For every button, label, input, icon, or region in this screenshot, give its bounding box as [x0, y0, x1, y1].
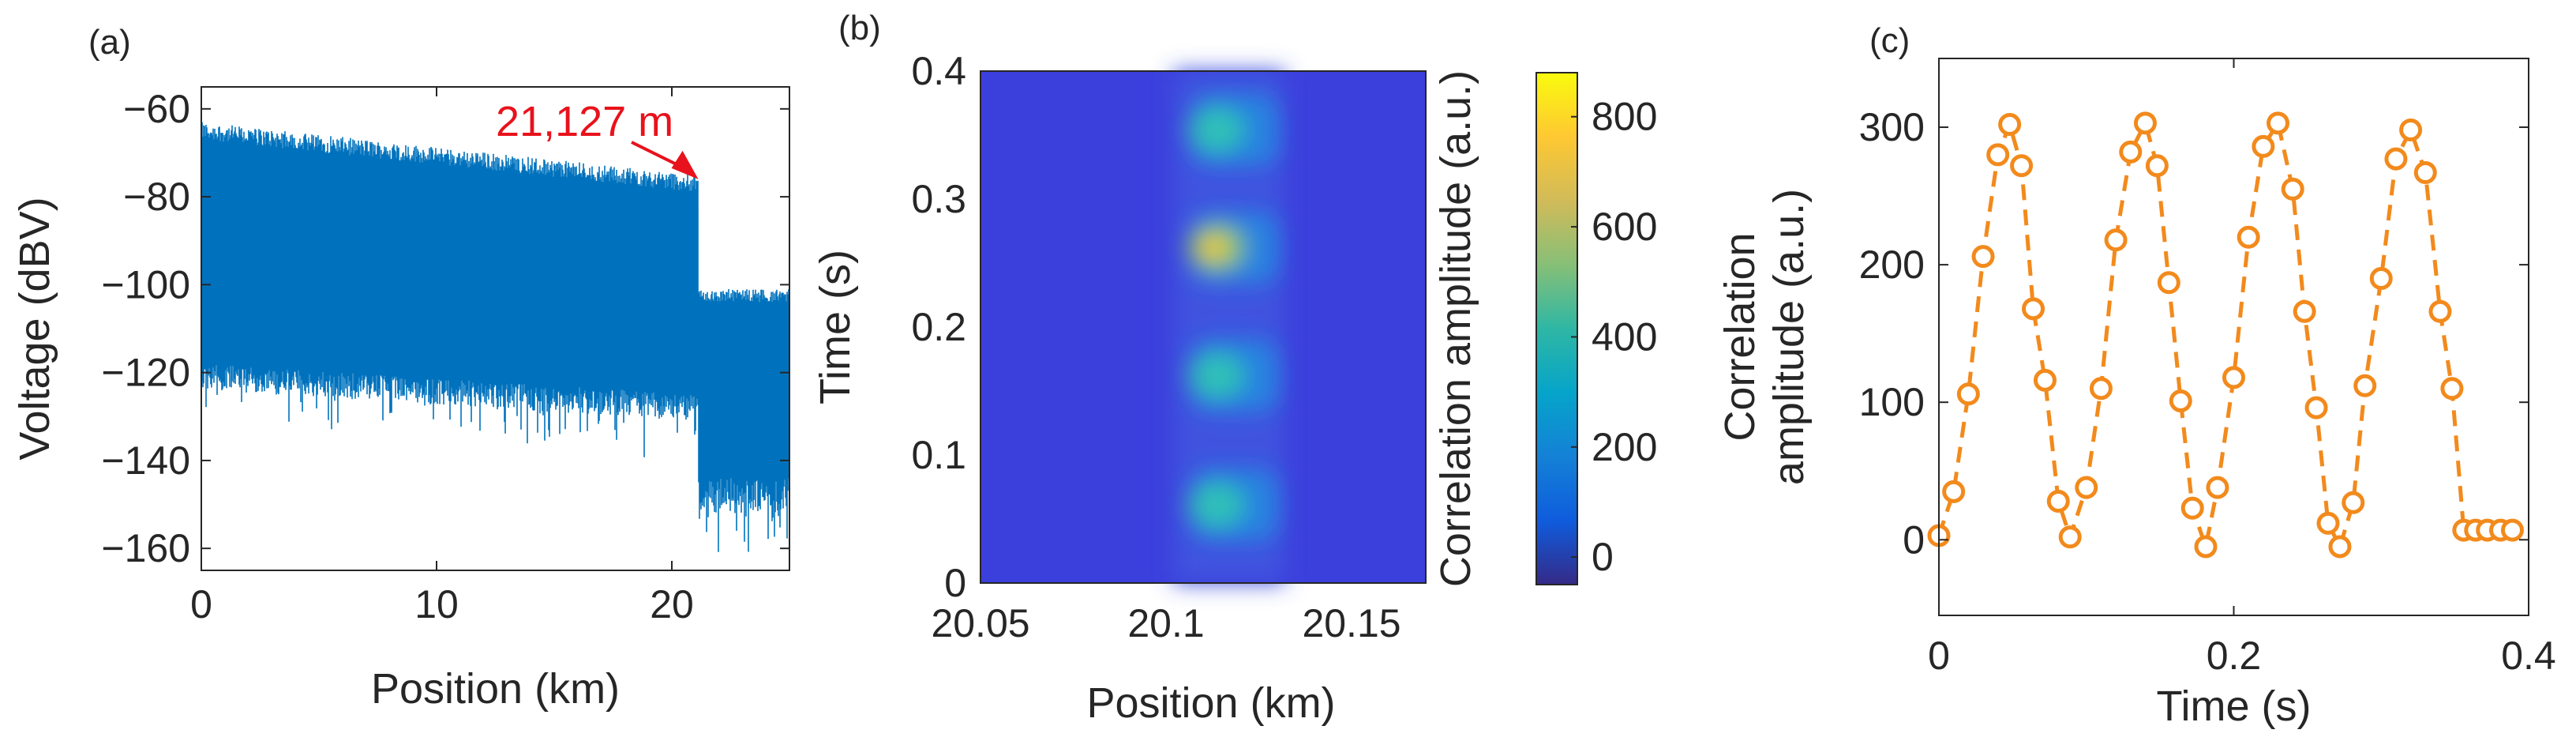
hotspot-core	[1188, 481, 1246, 529]
data-point	[2342, 491, 2365, 514]
colorbar	[1535, 72, 1578, 585]
data-point	[2046, 490, 2070, 513]
colorbar-tick-label: 400	[1592, 314, 1657, 359]
data-point	[2089, 377, 2113, 401]
y-tick-label: −120	[101, 351, 190, 395]
x-tick-label: 0.2	[2207, 634, 2262, 678]
y-axis-label: Voltage (dBV)	[11, 197, 58, 460]
data-point	[2133, 111, 2157, 135]
data-point	[2075, 476, 2098, 499]
panel-label-a: (a)	[88, 23, 131, 62]
y-tick-label: 0	[944, 561, 966, 605]
data-point	[2058, 525, 2082, 549]
data-point	[1986, 143, 2010, 167]
panel-label-c: (c)	[1869, 21, 1910, 60]
data-point	[2022, 297, 2045, 321]
y-axis-label: Time (s)	[812, 250, 859, 404]
y-tick-label: −140	[101, 438, 190, 483]
y-axis-label-line: Correlation	[1716, 232, 1764, 441]
y-tick-label: 300	[1859, 105, 1925, 149]
data-point	[1971, 245, 1995, 269]
x-tick-label: 10	[414, 582, 459, 626]
data-point	[2281, 177, 2304, 201]
panel-label-b: (b)	[838, 9, 881, 47]
x-axis-label: Time (s)	[2157, 683, 2312, 730]
trace-core-tail	[699, 319, 789, 470]
data-point	[2157, 271, 2180, 295]
y-tick-label: −160	[101, 526, 190, 570]
data-point	[2304, 396, 2328, 419]
hotspot-core	[1188, 352, 1246, 400]
data-point	[1942, 480, 1966, 503]
axes-box-a	[201, 86, 790, 571]
heatmap-hotspots	[1188, 93, 1279, 542]
data-point	[1998, 113, 2022, 137]
annotation-label: 21,127 m	[496, 98, 673, 145]
y-tick-label: 100	[1859, 380, 1925, 424]
axes-box-c	[1938, 58, 2529, 616]
x-tick-label: 0	[1928, 634, 1950, 678]
y-tick-label: −60	[123, 87, 190, 131]
hotspot-peak	[1199, 236, 1228, 259]
data-point	[2384, 147, 2408, 171]
trace-core	[201, 161, 699, 359]
data-point	[2316, 511, 2340, 535]
x-axis-label: Position (km)	[371, 665, 620, 713]
data-point	[2145, 154, 2169, 178]
data-point	[2440, 377, 2464, 401]
data-point	[2252, 134, 2275, 158]
colorbar-label: Correlation amplitude (a.u.)	[1432, 70, 1479, 587]
x-tick-label: 20.15	[1302, 601, 1400, 645]
x-tick-label: 0.4	[2501, 634, 2556, 678]
data-point	[2237, 225, 2260, 249]
data-point	[2500, 518, 2524, 542]
y-tick-label: 0	[1903, 517, 1925, 562]
data-point	[2353, 374, 2377, 397]
data-point	[2206, 476, 2229, 499]
data-point	[2180, 496, 2204, 520]
data-point	[2104, 228, 2128, 252]
y-tick-label: 0.4	[911, 49, 966, 93]
colorbar-tick-label: 0	[1592, 535, 1614, 579]
hotspot-core	[1188, 106, 1246, 154]
y-tick-label: 200	[1859, 243, 1925, 287]
data-point	[2267, 111, 2290, 135]
y-tick-label: −80	[123, 175, 190, 219]
colorbar-tick-label: 600	[1592, 205, 1657, 249]
data-point	[2428, 299, 2452, 323]
x-tick-label: 20.05	[931, 601, 1029, 645]
x-tick-label: 20.1	[1127, 601, 1204, 645]
data-point	[2010, 154, 2034, 178]
annotation-arrowhead	[671, 150, 699, 179]
data-point	[2399, 118, 2423, 142]
y-tick-label: 0.1	[911, 433, 966, 477]
data-point	[1956, 382, 1980, 406]
data-point	[2328, 535, 2352, 559]
data-point	[2194, 535, 2218, 559]
y-axis-label-line: amplitude (a.u.)	[1765, 189, 1813, 485]
data-point	[2222, 366, 2245, 389]
data-point	[2369, 267, 2393, 291]
y-tick-label: 0.2	[911, 305, 966, 349]
y-axis-label: Correlationamplitude (a.u.)	[1716, 189, 1813, 485]
y-tick-label: −100	[101, 262, 190, 307]
data-point	[2119, 140, 2143, 164]
data-point	[2413, 160, 2437, 184]
data-point	[2169, 389, 2192, 412]
y-tick-label: 0.3	[911, 177, 966, 221]
x-tick-label: 0	[190, 582, 212, 626]
data-point	[2293, 299, 2316, 323]
colorbar-tick-label: 200	[1592, 425, 1657, 469]
data-point	[2033, 368, 2057, 392]
x-tick-label: 20	[650, 582, 694, 626]
x-axis-label: Position (km)	[1086, 679, 1335, 727]
colorbar-tick-label: 800	[1592, 95, 1657, 139]
axes-box-b	[980, 70, 1427, 584]
